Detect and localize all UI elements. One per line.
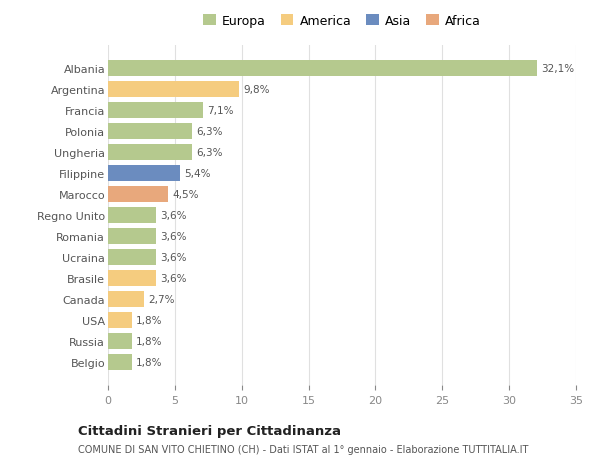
Text: 1,8%: 1,8% <box>136 315 163 325</box>
Text: 9,8%: 9,8% <box>243 85 269 95</box>
Bar <box>108 145 192 161</box>
Bar <box>108 250 156 265</box>
Bar <box>108 291 144 308</box>
Text: 3,6%: 3,6% <box>160 211 187 221</box>
Bar <box>108 313 132 328</box>
Bar <box>108 124 192 140</box>
Text: 32,1%: 32,1% <box>541 64 574 74</box>
Bar <box>108 166 180 182</box>
Text: 5,4%: 5,4% <box>184 169 211 179</box>
Text: 6,3%: 6,3% <box>196 148 223 158</box>
Bar <box>108 354 132 370</box>
Bar <box>108 62 537 77</box>
Text: 3,6%: 3,6% <box>160 232 187 241</box>
Bar <box>108 187 168 202</box>
Text: Cittadini Stranieri per Cittadinanza: Cittadini Stranieri per Cittadinanza <box>78 425 341 437</box>
Bar <box>108 229 156 245</box>
Bar <box>108 334 132 349</box>
Bar <box>108 82 239 98</box>
Text: 7,1%: 7,1% <box>207 106 233 116</box>
Bar <box>108 271 156 286</box>
Text: 3,6%: 3,6% <box>160 252 187 263</box>
Text: 4,5%: 4,5% <box>172 190 199 200</box>
Legend: Europa, America, Asia, Africa: Europa, America, Asia, Africa <box>203 15 481 28</box>
Text: 1,8%: 1,8% <box>136 357 163 367</box>
Bar <box>108 103 203 119</box>
Text: COMUNE DI SAN VITO CHIETINO (CH) - Dati ISTAT al 1° gennaio - Elaborazione TUTTI: COMUNE DI SAN VITO CHIETINO (CH) - Dati … <box>78 444 529 454</box>
Text: 1,8%: 1,8% <box>136 336 163 347</box>
Text: 2,7%: 2,7% <box>148 295 175 304</box>
Bar <box>108 208 156 224</box>
Text: 3,6%: 3,6% <box>160 274 187 284</box>
Text: 6,3%: 6,3% <box>196 127 223 137</box>
